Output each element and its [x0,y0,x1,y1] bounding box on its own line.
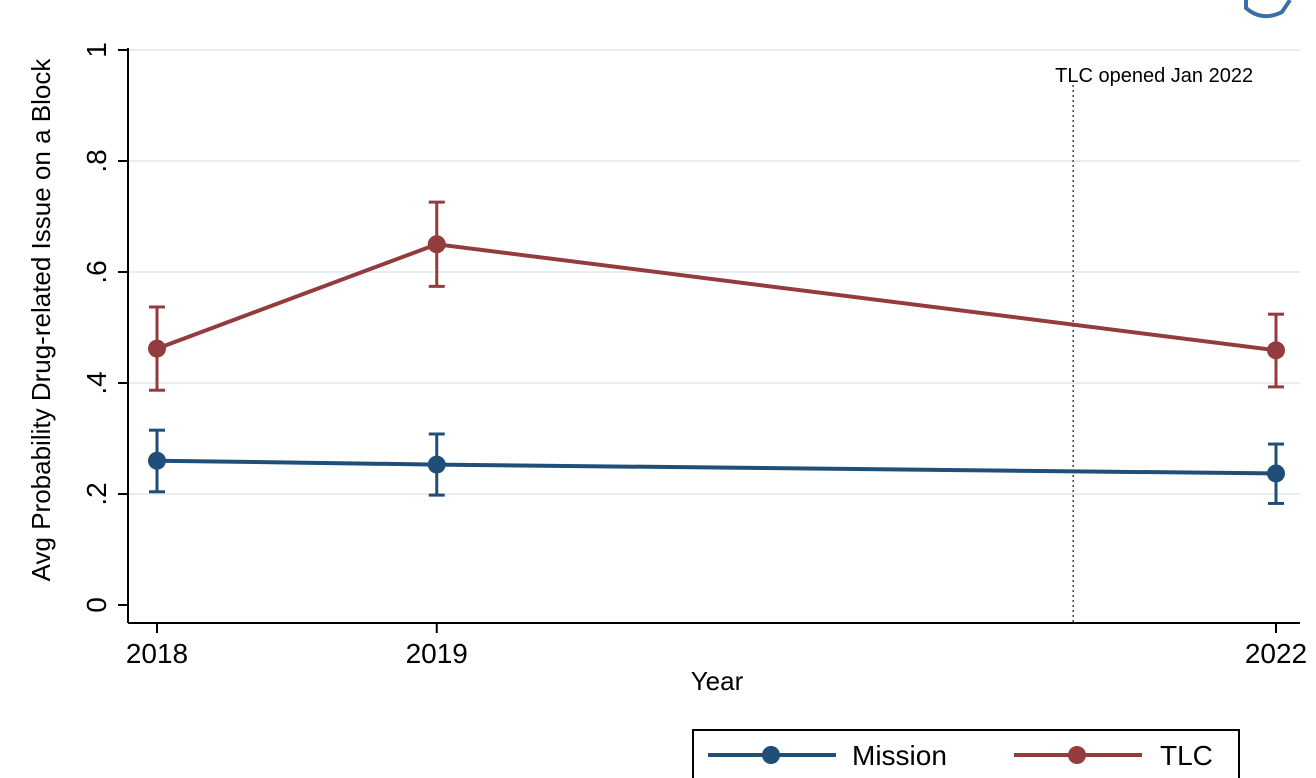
x-tick-label-2: 2022 [1245,638,1307,669]
x-tick-label-0: 2018 [126,638,188,669]
axes: 0 .2 .4 .6 .8 1 2018 2019 2022 [81,42,1307,669]
series [148,200,1285,505]
y-tick-label-3: .6 [81,260,112,283]
series-tlc [148,200,1285,392]
x-tick-label-1: 2019 [406,638,468,669]
series-mission [148,428,1285,505]
point-mission-0 [148,451,166,470]
annotation-text: TLC opened Jan 2022 [1055,65,1253,87]
legend: Mission TLC [692,729,1240,778]
point-mission-1 [427,455,446,474]
series-line-tlc [156,242,1277,353]
point-tlc-0 [148,339,166,358]
legend-label-tlc: TLC [1160,740,1213,771]
heading-fragment [1244,0,1292,19]
legend-marker-tlc [1068,746,1086,764]
annotation: TLC opened Jan 2022 [1055,65,1253,623]
y-tick-label-5: 1 [81,42,112,58]
point-mission-2 [1267,464,1285,483]
y-axis-title: Avg Probability Drug-related Issue on a … [26,58,56,582]
series-line-mission [156,458,1277,476]
point-tlc-2 [1267,341,1285,360]
y-tick-label-0: 0 [81,597,112,613]
y-tick-label-2: .4 [81,371,112,394]
grid [128,49,1300,495]
legend-marker-mission [762,746,780,764]
legend-label-mission: Mission [852,740,947,771]
y-tick-label-1: .2 [81,482,112,505]
x-axis-title: Year [691,666,744,696]
point-tlc-1 [427,235,446,254]
y-tick-label-4: .8 [81,149,112,172]
